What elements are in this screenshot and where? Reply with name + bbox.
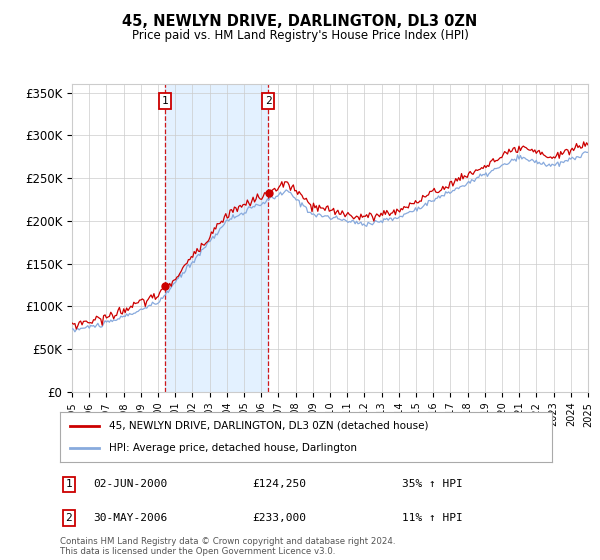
Text: Contains HM Land Registry data © Crown copyright and database right 2024.: Contains HM Land Registry data © Crown c… <box>60 537 395 546</box>
Text: 45, NEWLYN DRIVE, DARLINGTON, DL3 0ZN: 45, NEWLYN DRIVE, DARLINGTON, DL3 0ZN <box>122 14 478 29</box>
Text: 2: 2 <box>265 96 272 106</box>
Text: £124,250: £124,250 <box>252 479 306 489</box>
Text: 02-JUN-2000: 02-JUN-2000 <box>93 479 167 489</box>
Text: 35% ↑ HPI: 35% ↑ HPI <box>402 479 463 489</box>
Text: 11% ↑ HPI: 11% ↑ HPI <box>402 513 463 523</box>
Text: HPI: Average price, detached house, Darlington: HPI: Average price, detached house, Darl… <box>109 443 357 453</box>
Text: This data is licensed under the Open Government Licence v3.0.: This data is licensed under the Open Gov… <box>60 547 335 556</box>
Text: £233,000: £233,000 <box>252 513 306 523</box>
Text: 45, NEWLYN DRIVE, DARLINGTON, DL3 0ZN (detached house): 45, NEWLYN DRIVE, DARLINGTON, DL3 0ZN (d… <box>109 421 428 431</box>
Bar <box>165 84 268 392</box>
Text: 2: 2 <box>65 513 73 523</box>
Text: Price paid vs. HM Land Registry's House Price Index (HPI): Price paid vs. HM Land Registry's House … <box>131 29 469 42</box>
Text: 1: 1 <box>65 479 73 489</box>
Text: 30-MAY-2006: 30-MAY-2006 <box>93 513 167 523</box>
Text: 1: 1 <box>162 96 169 106</box>
